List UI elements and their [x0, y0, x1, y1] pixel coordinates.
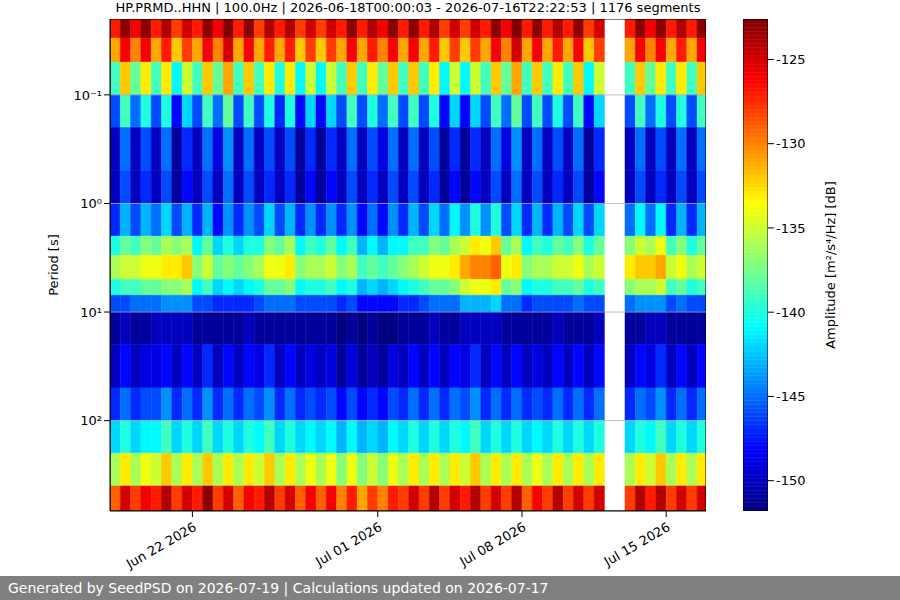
svg-text:Jul 15 2026: Jul 15 2026 [601, 519, 673, 569]
svg-text:10⁰: 10⁰ [80, 196, 102, 211]
svg-text:Jul 08 2026: Jul 08 2026 [456, 519, 528, 569]
svg-text:Jun 22 2026: Jun 22 2026 [123, 519, 199, 572]
html-text:HP.PRMD..HHN | 100.0Hz | 2026-: HP.PRMD..HHN | 100.0Hz | 2026-06-18T00:0… [115, 0, 701, 15]
svg-text:10²: 10² [80, 413, 102, 428]
svg-text:Jul 01 2026: Jul 01 2026 [312, 519, 384, 569]
html-text:Generated by SeedPSD on 2026-0: Generated by SeedPSD on 2026-07-19 | Cal… [8, 580, 549, 596]
svg-text:10⁻¹: 10⁻¹ [73, 88, 102, 103]
svg-text:Period [s]: Period [s] [46, 234, 60, 296]
svg-text:-125: -125 [776, 52, 806, 67]
svg-text:-150: -150 [776, 473, 806, 488]
svg-text:-140: -140 [776, 305, 806, 320]
svg-text:-135: -135 [776, 221, 806, 236]
svg-text:-145: -145 [776, 389, 806, 404]
svg-text:Amplitude [m²/s⁴/Hz] [dB]: Amplitude [m²/s⁴/Hz] [dB] [823, 181, 838, 349]
svg-text:-130: -130 [776, 136, 806, 151]
svg-text:10¹: 10¹ [80, 305, 102, 320]
